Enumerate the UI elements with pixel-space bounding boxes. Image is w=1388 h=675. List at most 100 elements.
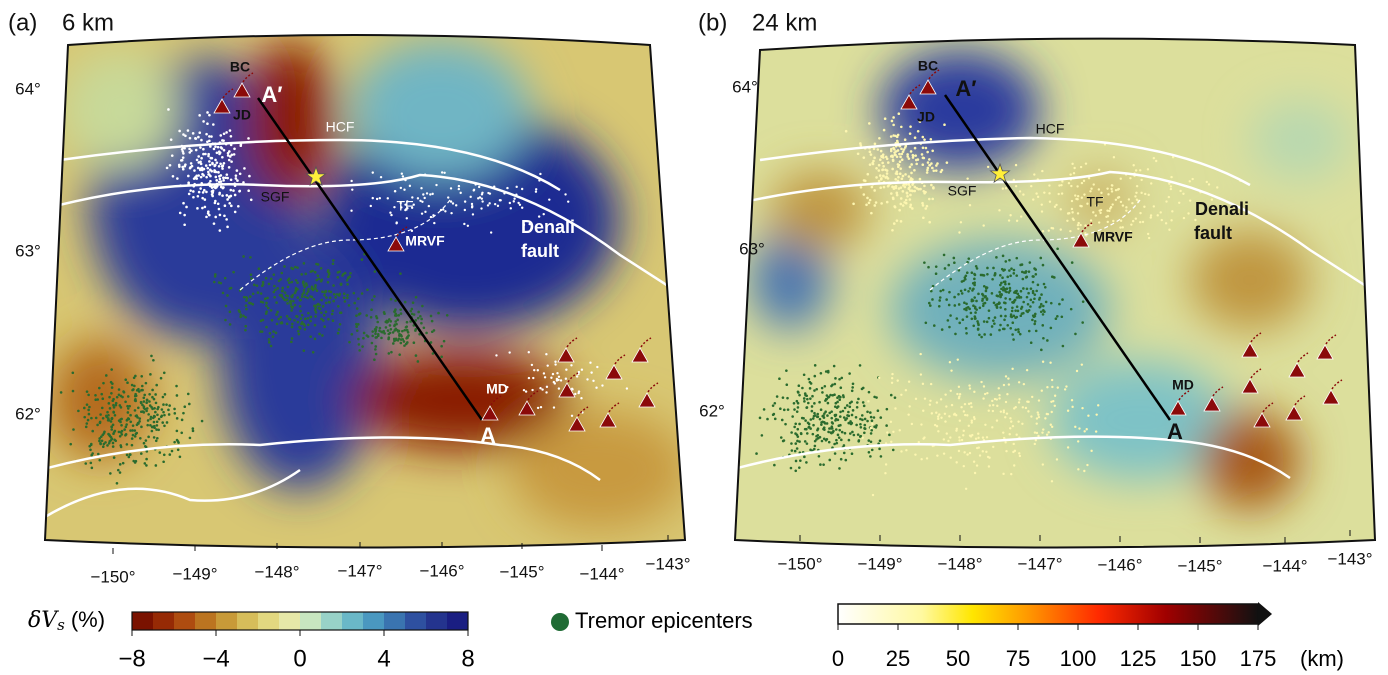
epicenter-dot bbox=[978, 333, 981, 336]
epicenter-dot bbox=[917, 130, 920, 133]
epicenter-dot bbox=[994, 316, 997, 319]
epicenter-dot bbox=[836, 396, 839, 399]
epicenter-dot bbox=[1206, 181, 1208, 183]
epicenter-dot bbox=[852, 203, 855, 206]
epicenter-dot bbox=[915, 163, 918, 166]
epicenter-dot bbox=[110, 439, 113, 442]
epicenter-dot bbox=[153, 436, 156, 439]
epicenter-dot bbox=[455, 204, 457, 206]
epicenter-dot bbox=[841, 431, 844, 434]
epicenter-dot bbox=[276, 311, 279, 314]
epicenter-dot bbox=[973, 416, 975, 418]
epicenter-dot bbox=[840, 439, 843, 442]
epicenter-dot bbox=[895, 150, 898, 153]
epicenter-dot bbox=[131, 384, 134, 387]
epicenter-dot bbox=[1107, 221, 1109, 223]
epicenter-dot bbox=[973, 296, 976, 299]
epicenter-dot bbox=[983, 274, 986, 277]
epicenter-dot bbox=[870, 427, 872, 429]
epicenter-dot bbox=[1090, 188, 1092, 190]
epicenter-dot bbox=[357, 338, 360, 341]
epicenter-dot bbox=[403, 189, 405, 191]
epicenter-dot bbox=[1050, 401, 1052, 403]
epicenter-dot bbox=[1016, 293, 1019, 296]
epicenter-dot bbox=[966, 315, 969, 318]
epicenter-dot bbox=[1026, 311, 1029, 314]
epicenter-dot bbox=[110, 428, 113, 431]
epicenter-dot bbox=[288, 282, 291, 285]
epicenter-dot bbox=[1031, 319, 1034, 322]
epicenter-dot bbox=[804, 392, 807, 395]
epicenter-dot bbox=[826, 414, 829, 417]
velocity-colorbar-step bbox=[447, 612, 469, 630]
epicenter-dot bbox=[258, 267, 261, 270]
epicenter-dot bbox=[273, 296, 276, 299]
epicenter-dot bbox=[406, 217, 408, 219]
epicenter-dot bbox=[1033, 315, 1036, 318]
epicenter-dot bbox=[977, 328, 980, 331]
epicenter-dot bbox=[426, 192, 428, 194]
epicenter-dot bbox=[1037, 284, 1040, 287]
epicenter-dot bbox=[880, 455, 883, 458]
epicenter-dot bbox=[553, 406, 555, 408]
epicenter-dot bbox=[1023, 383, 1025, 385]
epicenter-dot bbox=[393, 206, 395, 208]
epicenter-dot bbox=[986, 267, 989, 270]
epicenter-dot bbox=[813, 402, 816, 405]
epicenter-dot bbox=[834, 405, 837, 408]
epicenter-dot bbox=[153, 398, 156, 401]
epicenter-dot bbox=[1037, 196, 1039, 198]
epicenter-dot bbox=[1057, 386, 1059, 388]
epicenter-dot bbox=[982, 224, 984, 226]
epicenter-dot bbox=[831, 422, 834, 425]
velocity-colorbar-step bbox=[363, 612, 385, 630]
epicenter-dot bbox=[1026, 400, 1028, 402]
epicenter-dot bbox=[863, 193, 866, 196]
epicenter-dot bbox=[87, 409, 90, 412]
epicenter-dot bbox=[984, 424, 986, 426]
epicenter-dot bbox=[558, 387, 560, 389]
epicenter-dot bbox=[896, 194, 899, 197]
epicenter-dot bbox=[290, 309, 293, 312]
epicenter-dot bbox=[250, 277, 253, 280]
epicenter-dot bbox=[104, 441, 107, 444]
epicenter-dot bbox=[414, 319, 417, 322]
epicenter-dot bbox=[1160, 211, 1162, 213]
epicenter-dot bbox=[331, 313, 334, 316]
epicenter-dot bbox=[963, 465, 965, 467]
epicenter-dot bbox=[166, 421, 169, 424]
epicenter-dot bbox=[986, 273, 989, 276]
epicenter-dot bbox=[556, 372, 558, 374]
epicenter-dot bbox=[390, 328, 393, 331]
epicenter-dot bbox=[181, 419, 184, 422]
epicenter-dot bbox=[143, 394, 146, 397]
epicenter-dot bbox=[173, 408, 176, 411]
epicenter-dot bbox=[371, 342, 374, 345]
epicenter-dot bbox=[843, 444, 846, 447]
epicenter-dot bbox=[83, 407, 86, 410]
epicenter-dot bbox=[928, 198, 931, 201]
epicenter-dot bbox=[304, 318, 307, 321]
epicenter-dot bbox=[920, 423, 922, 425]
epicenter-dot bbox=[1165, 222, 1167, 224]
epicenter-dot bbox=[1054, 206, 1056, 208]
epicenter-dot bbox=[571, 388, 573, 390]
epicenter-dot bbox=[1032, 281, 1035, 284]
epicenter-dot bbox=[84, 462, 87, 465]
epicenter-dot bbox=[334, 296, 337, 299]
epicenter-dot bbox=[1071, 211, 1073, 213]
epicenter-dot bbox=[323, 325, 326, 328]
epicenter-dot bbox=[167, 108, 170, 111]
epicenter-dot bbox=[183, 405, 186, 408]
epicenter-dot bbox=[226, 194, 229, 197]
epicenter-dot bbox=[100, 435, 103, 438]
epicenter-dot bbox=[1085, 162, 1087, 164]
epicenter-dot bbox=[982, 304, 985, 307]
epicenter-dot bbox=[297, 330, 300, 333]
epicenter-dot bbox=[235, 177, 238, 180]
epicenter-dot bbox=[214, 273, 217, 276]
epicenter-dot bbox=[190, 162, 193, 165]
epicenter-dot bbox=[204, 198, 207, 201]
epicenter-dot bbox=[419, 315, 422, 318]
epicenter-dot bbox=[1008, 259, 1011, 262]
